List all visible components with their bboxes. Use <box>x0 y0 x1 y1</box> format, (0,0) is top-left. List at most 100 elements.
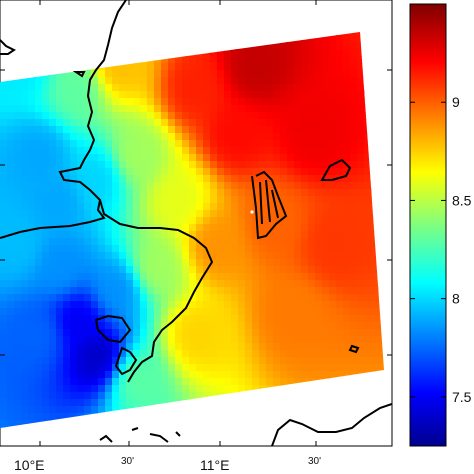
field-cell <box>196 63 204 71</box>
field-cell <box>182 224 190 232</box>
field-cell <box>35 126 43 134</box>
field-cell <box>322 371 330 379</box>
field-cell <box>70 140 78 148</box>
field-cell <box>245 266 253 274</box>
field-cell <box>161 168 169 176</box>
field-cell <box>203 154 211 162</box>
field-cell <box>14 322 22 330</box>
field-cell <box>91 161 99 169</box>
field-cell <box>14 350 22 358</box>
field-cell <box>91 182 99 190</box>
field-cell <box>217 70 225 78</box>
field-cell <box>56 385 64 393</box>
field-cell <box>308 154 316 162</box>
field-cell <box>21 287 29 295</box>
field-cell <box>294 210 302 218</box>
field-cell <box>343 224 351 232</box>
field-cell <box>7 154 15 162</box>
field-cell <box>287 98 295 106</box>
field-cell <box>21 77 29 85</box>
field-cell <box>189 161 197 169</box>
field-cell <box>28 147 36 155</box>
field-cell <box>105 385 113 393</box>
field-cell <box>203 175 211 183</box>
field-cell <box>315 98 323 106</box>
field-cell <box>217 343 225 351</box>
field-cell <box>154 399 162 407</box>
field-cell <box>56 77 64 85</box>
field-cell <box>21 112 29 120</box>
field-cell <box>189 140 197 148</box>
field-cell <box>105 133 113 141</box>
field-cell <box>301 259 309 267</box>
field-cell <box>147 105 155 113</box>
field-cell <box>161 280 169 288</box>
field-cell <box>140 105 148 113</box>
field-cell <box>98 140 106 148</box>
field-cell <box>350 350 358 358</box>
field-cell <box>161 147 169 155</box>
field-cell <box>308 343 316 351</box>
field-cell <box>308 175 316 183</box>
field-cell <box>112 378 120 386</box>
field-cell <box>147 336 155 344</box>
field-cell <box>140 238 148 246</box>
field-cell <box>329 70 337 78</box>
field-cell <box>238 217 246 225</box>
field-cell <box>224 91 232 99</box>
field-cell <box>252 56 260 64</box>
field-cell <box>308 133 316 141</box>
field-cell <box>98 280 106 288</box>
field-cell <box>196 182 204 190</box>
field-cell <box>266 147 274 155</box>
field-cell <box>70 280 78 288</box>
field-cell <box>28 385 36 393</box>
field-cell <box>189 84 197 92</box>
field-cell <box>28 266 36 274</box>
field-cell <box>112 259 120 267</box>
field-cell <box>238 385 246 393</box>
field-cell <box>42 350 50 358</box>
field-cell <box>70 364 78 372</box>
field-cell <box>175 112 183 120</box>
field-cell <box>294 175 302 183</box>
field-cell <box>203 336 211 344</box>
field-cell <box>49 154 57 162</box>
field-cell <box>70 343 78 351</box>
field-cell <box>189 154 197 162</box>
field-cell <box>140 217 148 225</box>
field-cell <box>63 287 71 295</box>
field-cell <box>35 217 43 225</box>
field-cell <box>154 147 162 155</box>
field-cell <box>294 182 302 190</box>
field-cell <box>322 42 330 50</box>
field-cell <box>322 133 330 141</box>
field-cell <box>329 189 337 197</box>
field-cell <box>273 56 281 64</box>
field-cell <box>203 119 211 127</box>
field-cell <box>0 105 8 113</box>
field-cell <box>14 280 22 288</box>
field-cell <box>245 140 253 148</box>
field-cell <box>161 70 169 78</box>
field-cell <box>14 84 22 92</box>
field-cell <box>266 49 274 57</box>
field-cell <box>252 140 260 148</box>
field-cell <box>259 364 267 372</box>
field-cell <box>357 294 365 302</box>
field-cell <box>203 385 211 393</box>
field-cell <box>21 308 29 316</box>
field-cell <box>0 343 8 351</box>
coastline-group <box>0 0 392 446</box>
field-cell <box>252 385 260 393</box>
field-cell <box>287 119 295 127</box>
field-cell <box>210 147 218 155</box>
field-cell <box>280 378 288 386</box>
field-cell <box>315 42 323 50</box>
field-cell <box>231 84 239 92</box>
field-cell <box>343 357 351 365</box>
field-cell <box>140 126 148 134</box>
field-cell <box>168 315 176 323</box>
field-cell <box>98 105 106 113</box>
field-cell <box>70 105 78 113</box>
